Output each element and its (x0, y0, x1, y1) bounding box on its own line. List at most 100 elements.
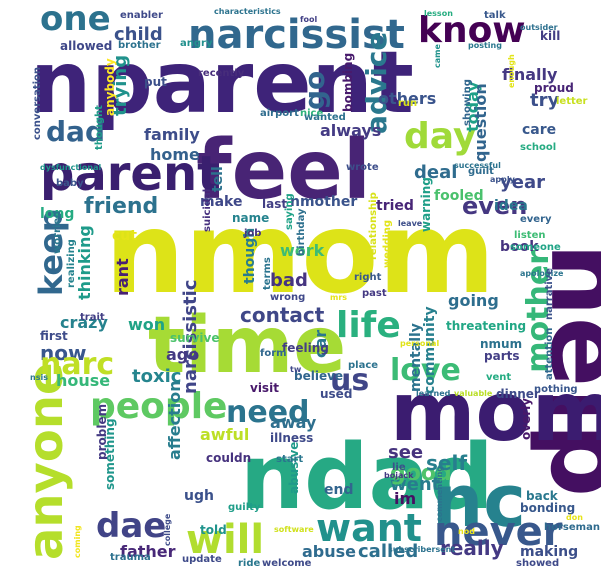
word-community: community (422, 306, 438, 394)
word-nparent: nparent (30, 33, 414, 133)
word-tw: tw (290, 365, 302, 374)
word-know: know (418, 10, 526, 51)
word-vent: vent (486, 372, 511, 383)
word-feel: feel (196, 123, 371, 218)
word-father: father (120, 542, 176, 561)
word-overly: overly (519, 398, 533, 440)
word-wrote: wrote (346, 162, 379, 173)
word-bojack: bojack (384, 471, 414, 480)
word-keep: keep (32, 209, 70, 296)
word-really: really (440, 536, 504, 560)
word-past: past (362, 288, 387, 299)
word-want: want (316, 506, 422, 550)
word-will: will (186, 517, 264, 563)
word-ago: ago (166, 345, 199, 364)
word-baby: baby (56, 178, 84, 189)
word-warning: warning (419, 177, 433, 232)
word-rant: rant (113, 258, 132, 296)
word-welcome: welcome (262, 558, 312, 569)
word-personal: personal (400, 339, 439, 348)
word-put: put (144, 75, 167, 89)
word-wedding: wedding (382, 220, 393, 268)
word-trying: trying (110, 55, 131, 116)
word-long: long (40, 206, 74, 222)
word-apologize: apologize (520, 269, 564, 278)
word-start: start (276, 454, 303, 465)
word-place: place (348, 360, 378, 371)
word-end: end (324, 482, 353, 498)
word-name: name (232, 211, 269, 225)
word-life: life (336, 305, 401, 346)
word-allowed: allowed (60, 39, 112, 53)
word-house: house (56, 371, 110, 390)
word-proud: proud (534, 81, 574, 95)
word-im: im (394, 489, 416, 508)
word-fool: fool (300, 15, 317, 24)
word-abusive: abusive (287, 442, 301, 494)
word-run: run (398, 98, 417, 109)
word-nc: nc (432, 459, 526, 543)
word-toxic: toxic (132, 366, 181, 387)
word-job: job (243, 228, 261, 239)
word-dad: dad (46, 115, 105, 148)
word-bad: bad (270, 270, 308, 291)
word-wanted: wanted (304, 112, 346, 123)
word-finally: finally (502, 65, 558, 84)
word-always: always (320, 121, 381, 140)
word-nmom: nmom (105, 189, 495, 319)
word-outsider: outsider (520, 23, 558, 32)
word-problem: problem (95, 404, 109, 460)
word-tried: tried (376, 198, 414, 214)
word-now: now (40, 341, 86, 365)
word-successful: successful (454, 161, 501, 170)
word-car: car (311, 330, 330, 358)
word-parts: parts (484, 349, 519, 363)
word-apply: apply (490, 175, 516, 184)
word-idea: idea (494, 198, 528, 214)
word-ride: ride (238, 558, 261, 569)
word-cut: cut (112, 228, 137, 244)
word-every: every (520, 214, 552, 225)
word-affection: affection (165, 380, 184, 460)
word-go: go (298, 71, 331, 110)
word-contact: contact (240, 303, 325, 327)
word-enabler: enabler (120, 10, 163, 21)
word-year: year (500, 172, 545, 193)
word-valuable: valuable (454, 389, 493, 398)
word-dae: dae (96, 506, 166, 546)
word-feeling: feeling (282, 341, 329, 355)
word-listen: listen (514, 230, 546, 241)
word-people: people (90, 386, 227, 427)
word-thinking: thinking (75, 225, 94, 300)
word-guilty: guilty (228, 502, 261, 513)
word-coming: coming (73, 525, 82, 558)
word-went: went (390, 474, 441, 495)
word-called: called (358, 541, 418, 562)
word-try: try (530, 90, 559, 111)
word-recently: recently (198, 68, 245, 79)
word-us: us (330, 363, 369, 398)
word-friend: friend (84, 194, 158, 219)
word-away: away (270, 413, 317, 432)
word-nod: nod (458, 527, 475, 536)
word-mrs: mrs (330, 293, 347, 302)
word-told: told (200, 523, 227, 537)
word-advice: advice (360, 32, 393, 134)
word-tell: tell (210, 166, 226, 192)
word-back: back (526, 489, 559, 503)
word-trait: trait (80, 312, 105, 323)
word-commenting: commenting (435, 466, 444, 522)
word-one: one (40, 0, 111, 39)
word-care: care (522, 122, 556, 138)
word-deal: deal (414, 162, 457, 183)
word-anybody: anybody (103, 58, 117, 116)
word-making: making (520, 544, 578, 560)
word-won: won (128, 315, 165, 334)
word-time: time (148, 301, 346, 391)
word-never: never (434, 509, 563, 555)
word-guilt: guilt (468, 166, 494, 177)
word-angry: angry (180, 38, 213, 49)
word-attention: attention (544, 328, 555, 380)
word-make: make (200, 194, 242, 210)
